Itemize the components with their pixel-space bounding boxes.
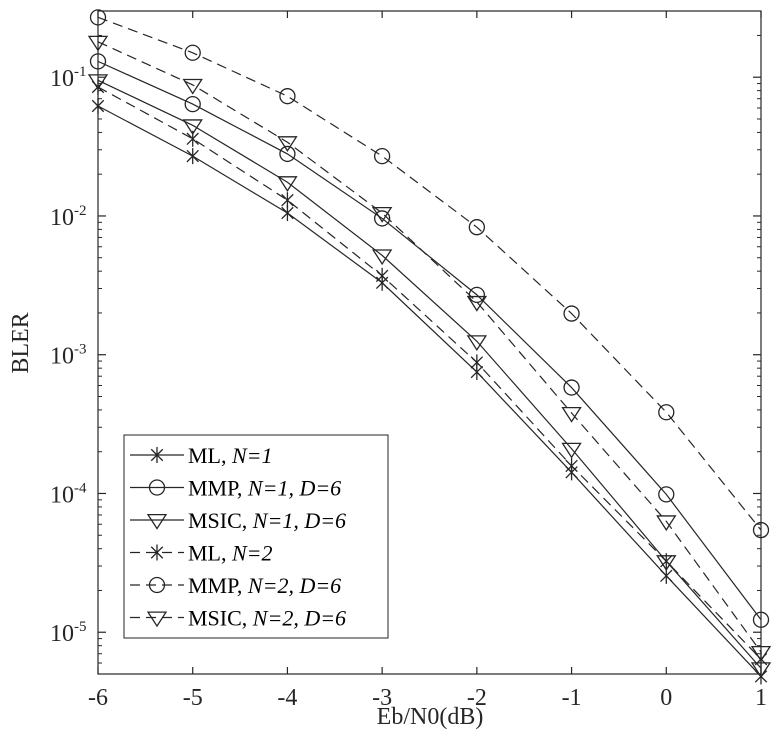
series-5	[89, 9, 770, 539]
x-tick-label-7: 0	[660, 685, 672, 711]
legend-item-6: MSIC, N=2, D=6	[130, 606, 346, 631]
series-5-line	[97, 16, 762, 531]
legend-label: ML, N=1	[188, 443, 273, 468]
legend-box	[123, 434, 389, 639]
legend-label: MMP, N=1, D=6	[188, 476, 341, 501]
series-2-line	[97, 60, 762, 621]
series-1	[91, 98, 768, 685]
series-5-point-3	[279, 88, 296, 105]
legend-label: MMP, N=2, D=6	[188, 573, 341, 598]
axes-box	[97, 10, 762, 675]
x-tick-label-5: -2	[467, 685, 487, 711]
x-tick-label-3: -4	[277, 685, 297, 711]
series-4-point-5	[470, 354, 484, 371]
x-tick-label-4: -3	[372, 685, 392, 711]
legend-item-2: MMP, N=1, D=6	[130, 476, 341, 501]
series-6-point-6	[561, 406, 582, 423]
series-6-point-7	[656, 515, 677, 532]
legend-label: MSIC, N=2, D=6	[188, 606, 346, 631]
legend-item-3: MSIC, N=1, D=6	[130, 508, 346, 533]
series-4-point-4	[375, 267, 389, 284]
series-6	[87, 35, 772, 662]
series-5-point-6	[563, 305, 580, 322]
legend-marker	[148, 479, 166, 496]
axes-layer: -6 -5 -4 -3 -2 -1 0 1 10-5 10-4 10-3 10-2 10-1	[50, 10, 767, 711]
series-3-line	[97, 79, 762, 669]
series-4-point-3	[281, 192, 294, 209]
series-2-point-6	[563, 379, 580, 396]
legend-marker	[146, 611, 168, 628]
legend-label: ML, N=2	[188, 541, 273, 566]
series-layer	[87, 9, 772, 685]
series-3-point-5	[466, 335, 488, 352]
series-3-point-2	[182, 119, 203, 136]
y-tick-label-5: 10-1	[50, 64, 87, 92]
x-tick-label-2: -5	[183, 685, 203, 711]
x-tick-label-8: 1	[755, 685, 767, 711]
series-5-point-2	[184, 44, 201, 61]
legend-marker	[150, 447, 164, 463]
legend-item-4: ML, N=2	[130, 541, 273, 566]
series-5-point-4	[373, 147, 391, 165]
x-tick-label-6: -1	[562, 685, 582, 711]
series-1-line	[97, 105, 762, 677]
series-6-point-4	[371, 206, 393, 223]
y-tick-label-2: 10-4	[50, 480, 87, 508]
series-6-point-2	[182, 78, 203, 95]
y-tick-label-3: 10-3	[50, 342, 87, 370]
series-4-line	[97, 86, 762, 660]
legend-item-1: ML, N=1	[130, 443, 273, 468]
series-5-point-7	[658, 404, 675, 421]
legend-marker	[148, 576, 166, 594]
legend: ML, N=1 MMP, N=1, D=6 MSIC, N=1, D=6 ML, N=…	[123, 434, 389, 639]
series-4-point-6	[565, 457, 578, 474]
series-3-point-6	[561, 442, 582, 459]
x-axis-title: Eb/N0(dB)	[377, 704, 484, 730]
legend-marker	[150, 544, 164, 561]
x-tick-label-1: -6	[88, 685, 108, 711]
series-6-point-5	[466, 295, 488, 312]
legend-label: MSIC, N=1, D=6	[188, 508, 346, 533]
legend-marker	[146, 513, 168, 530]
series-3-point-3	[277, 176, 298, 192]
y-tick-label-4: 10-2	[50, 203, 87, 231]
series-3-point-4	[371, 249, 393, 266]
legend-item-5: MMP, N=2, D=6	[130, 573, 341, 598]
series-4-point-2	[186, 130, 199, 147]
series-6-point-3	[277, 136, 298, 152]
y-axis-title: BLER	[8, 312, 34, 373]
series-6-line	[97, 41, 762, 653]
series-5-point-5	[468, 219, 486, 236]
series-2-point-2	[184, 95, 201, 113]
y-tick-label-1: 10-5	[50, 619, 87, 647]
series-2-point-4	[373, 210, 391, 227]
series-1-point-2	[186, 148, 199, 165]
series-2-point-7	[658, 486, 675, 503]
series-2-point-3	[279, 145, 296, 163]
series-4-point-7	[660, 553, 673, 570]
